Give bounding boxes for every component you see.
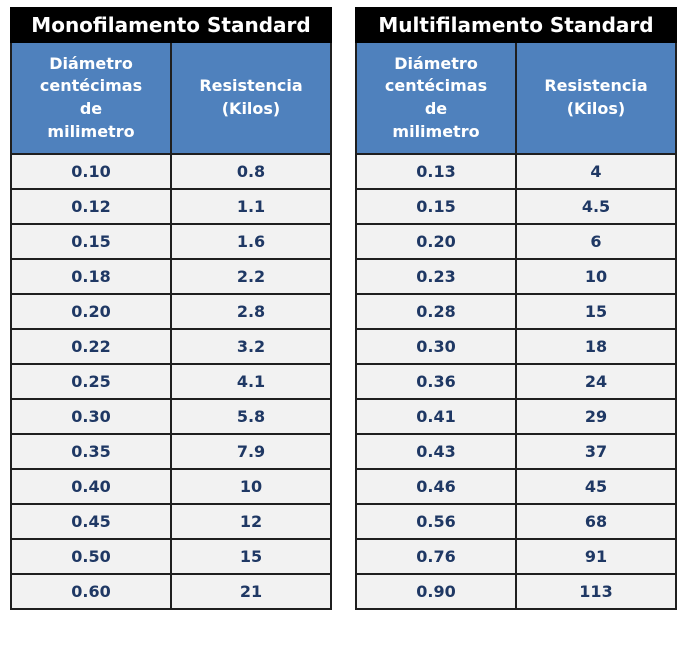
table-cell: 0.25 <box>10 363 172 400</box>
table-row: 0.28 15 <box>355 293 677 330</box>
table-cell: 0.20 <box>10 293 172 330</box>
table-cell: 1.6 <box>170 223 332 260</box>
monofilamento-title-row: Monofilamento Standard <box>10 7 332 43</box>
table-cell: 3.2 <box>170 328 332 365</box>
table-cell: 5.8 <box>170 398 332 435</box>
table-cell: 0.50 <box>10 538 172 575</box>
table-row: 0.90 113 <box>355 573 677 610</box>
table-row: 0.50 15 <box>10 538 332 575</box>
table-cell: 0.12 <box>10 188 172 225</box>
monofilamento-table-body: 0.10 0.8 0.12 1.1 0.15 1.6 0.18 2.2 0.20 2.8 0.22 3… <box>10 153 332 610</box>
table-row: 0.43 37 <box>355 433 677 470</box>
table-cell: 0.43 <box>355 433 517 470</box>
table-row: 0.15 1.6 <box>10 223 332 260</box>
table-cell: 0.30 <box>355 328 517 365</box>
table-row: 0.12 1.1 <box>10 188 332 225</box>
table-cell: 0.28 <box>355 293 517 330</box>
monofilamento-header-row: Diámetro centécimas de milimetro Resiste… <box>10 41 332 155</box>
table-cell: 4.5 <box>515 188 677 225</box>
monofilamento-table-head: Monofilamento Standard Diámetro centécim… <box>10 7 332 155</box>
table-cell: 91 <box>515 538 677 575</box>
table-cell: 0.41 <box>355 398 517 435</box>
table-row: 0.30 18 <box>355 328 677 365</box>
table-cell: 0.56 <box>355 503 517 540</box>
table-cell: 0.23 <box>355 258 517 295</box>
multifilamento-table-head: Multifilamento Standard Diámetro centéci… <box>355 7 677 155</box>
table-row: 0.40 10 <box>10 468 332 505</box>
table-cell: 0.60 <box>10 573 172 610</box>
table-row: 0.45 12 <box>10 503 332 540</box>
table-row: 0.35 7.9 <box>10 433 332 470</box>
table-cell: 10 <box>515 258 677 295</box>
table-row: 0.20 2.8 <box>10 293 332 330</box>
table-cell: 113 <box>515 573 677 610</box>
monofilamento-table-title: Monofilamento Standard <box>10 7 332 43</box>
table-cell: 12 <box>170 503 332 540</box>
table-cell: 1.1 <box>170 188 332 225</box>
table-row: 0.36 24 <box>355 363 677 400</box>
table-cell: 0.10 <box>10 153 172 190</box>
table-cell: 18 <box>515 328 677 365</box>
table-cell: 10 <box>170 468 332 505</box>
multifilamento-title-row: Multifilamento Standard <box>355 7 677 43</box>
table-cell: 0.13 <box>355 153 517 190</box>
table-cell: 7.9 <box>170 433 332 470</box>
table-cell: 0.40 <box>10 468 172 505</box>
table-cell: 4.1 <box>170 363 332 400</box>
table-cell: 0.20 <box>355 223 517 260</box>
table-row: 0.76 91 <box>355 538 677 575</box>
table-cell: 37 <box>515 433 677 470</box>
table-cell: 0.35 <box>10 433 172 470</box>
table-cell: 0.30 <box>10 398 172 435</box>
table-cell: 0.45 <box>10 503 172 540</box>
table-cell: 0.76 <box>355 538 517 575</box>
table-cell: 0.15 <box>10 223 172 260</box>
table-cell: 4 <box>515 153 677 190</box>
monofilamento-resistance-column-header: Resistencia (Kilos) <box>170 41 332 155</box>
table-cell: 2.2 <box>170 258 332 295</box>
table-cell: 15 <box>170 538 332 575</box>
multifilamento-table-title: Multifilamento Standard <box>355 7 677 43</box>
table-cell: 0.22 <box>10 328 172 365</box>
table-cell: 0.15 <box>355 188 517 225</box>
table-cell: 2.8 <box>170 293 332 330</box>
table-row: 0.18 2.2 <box>10 258 332 295</box>
table-cell: 0.18 <box>10 258 172 295</box>
monofilamento-table: Monofilamento Standard Diámetro centécim… <box>10 7 332 610</box>
table-cell: 6 <box>515 223 677 260</box>
table-row: 0.22 3.2 <box>10 328 332 365</box>
multifilamento-table-body: 0.13 4 0.15 4.5 0.20 6 0.23 10 0.28 15 0.30 18 0.36 2… <box>355 153 677 610</box>
table-row: 0.25 4.1 <box>10 363 332 400</box>
multifilamento-header-row: Diámetro centécimas de milimetro Resiste… <box>355 41 677 155</box>
table-row: 0.41 29 <box>355 398 677 435</box>
table-cell: 0.90 <box>355 573 517 610</box>
monofilamento-diameter-column-header: Diámetro centécimas de milimetro <box>10 41 172 155</box>
table-row: 0.13 4 <box>355 153 677 190</box>
table-row: 0.30 5.8 <box>10 398 332 435</box>
table-cell: 21 <box>170 573 332 610</box>
table-cell: 29 <box>515 398 677 435</box>
multifilamento-resistance-column-header: Resistencia (Kilos) <box>515 41 677 155</box>
table-cell: 0.46 <box>355 468 517 505</box>
table-cell: 24 <box>515 363 677 400</box>
table-row: 0.15 4.5 <box>355 188 677 225</box>
table-row: 0.10 0.8 <box>10 153 332 190</box>
table-cell: 45 <box>515 468 677 505</box>
table-row: 0.60 21 <box>10 573 332 610</box>
table-cell: 15 <box>515 293 677 330</box>
table-cell: 0.36 <box>355 363 517 400</box>
table-row: 0.56 68 <box>355 503 677 540</box>
multifilamento-table: Multifilamento Standard Diámetro centéci… <box>355 7 677 610</box>
table-cell: 0.8 <box>170 153 332 190</box>
table-row: 0.23 10 <box>355 258 677 295</box>
table-row: 0.46 45 <box>355 468 677 505</box>
multifilamento-diameter-column-header: Diámetro centécimas de milimetro <box>355 41 517 155</box>
table-cell: 68 <box>515 503 677 540</box>
table-row: 0.20 6 <box>355 223 677 260</box>
